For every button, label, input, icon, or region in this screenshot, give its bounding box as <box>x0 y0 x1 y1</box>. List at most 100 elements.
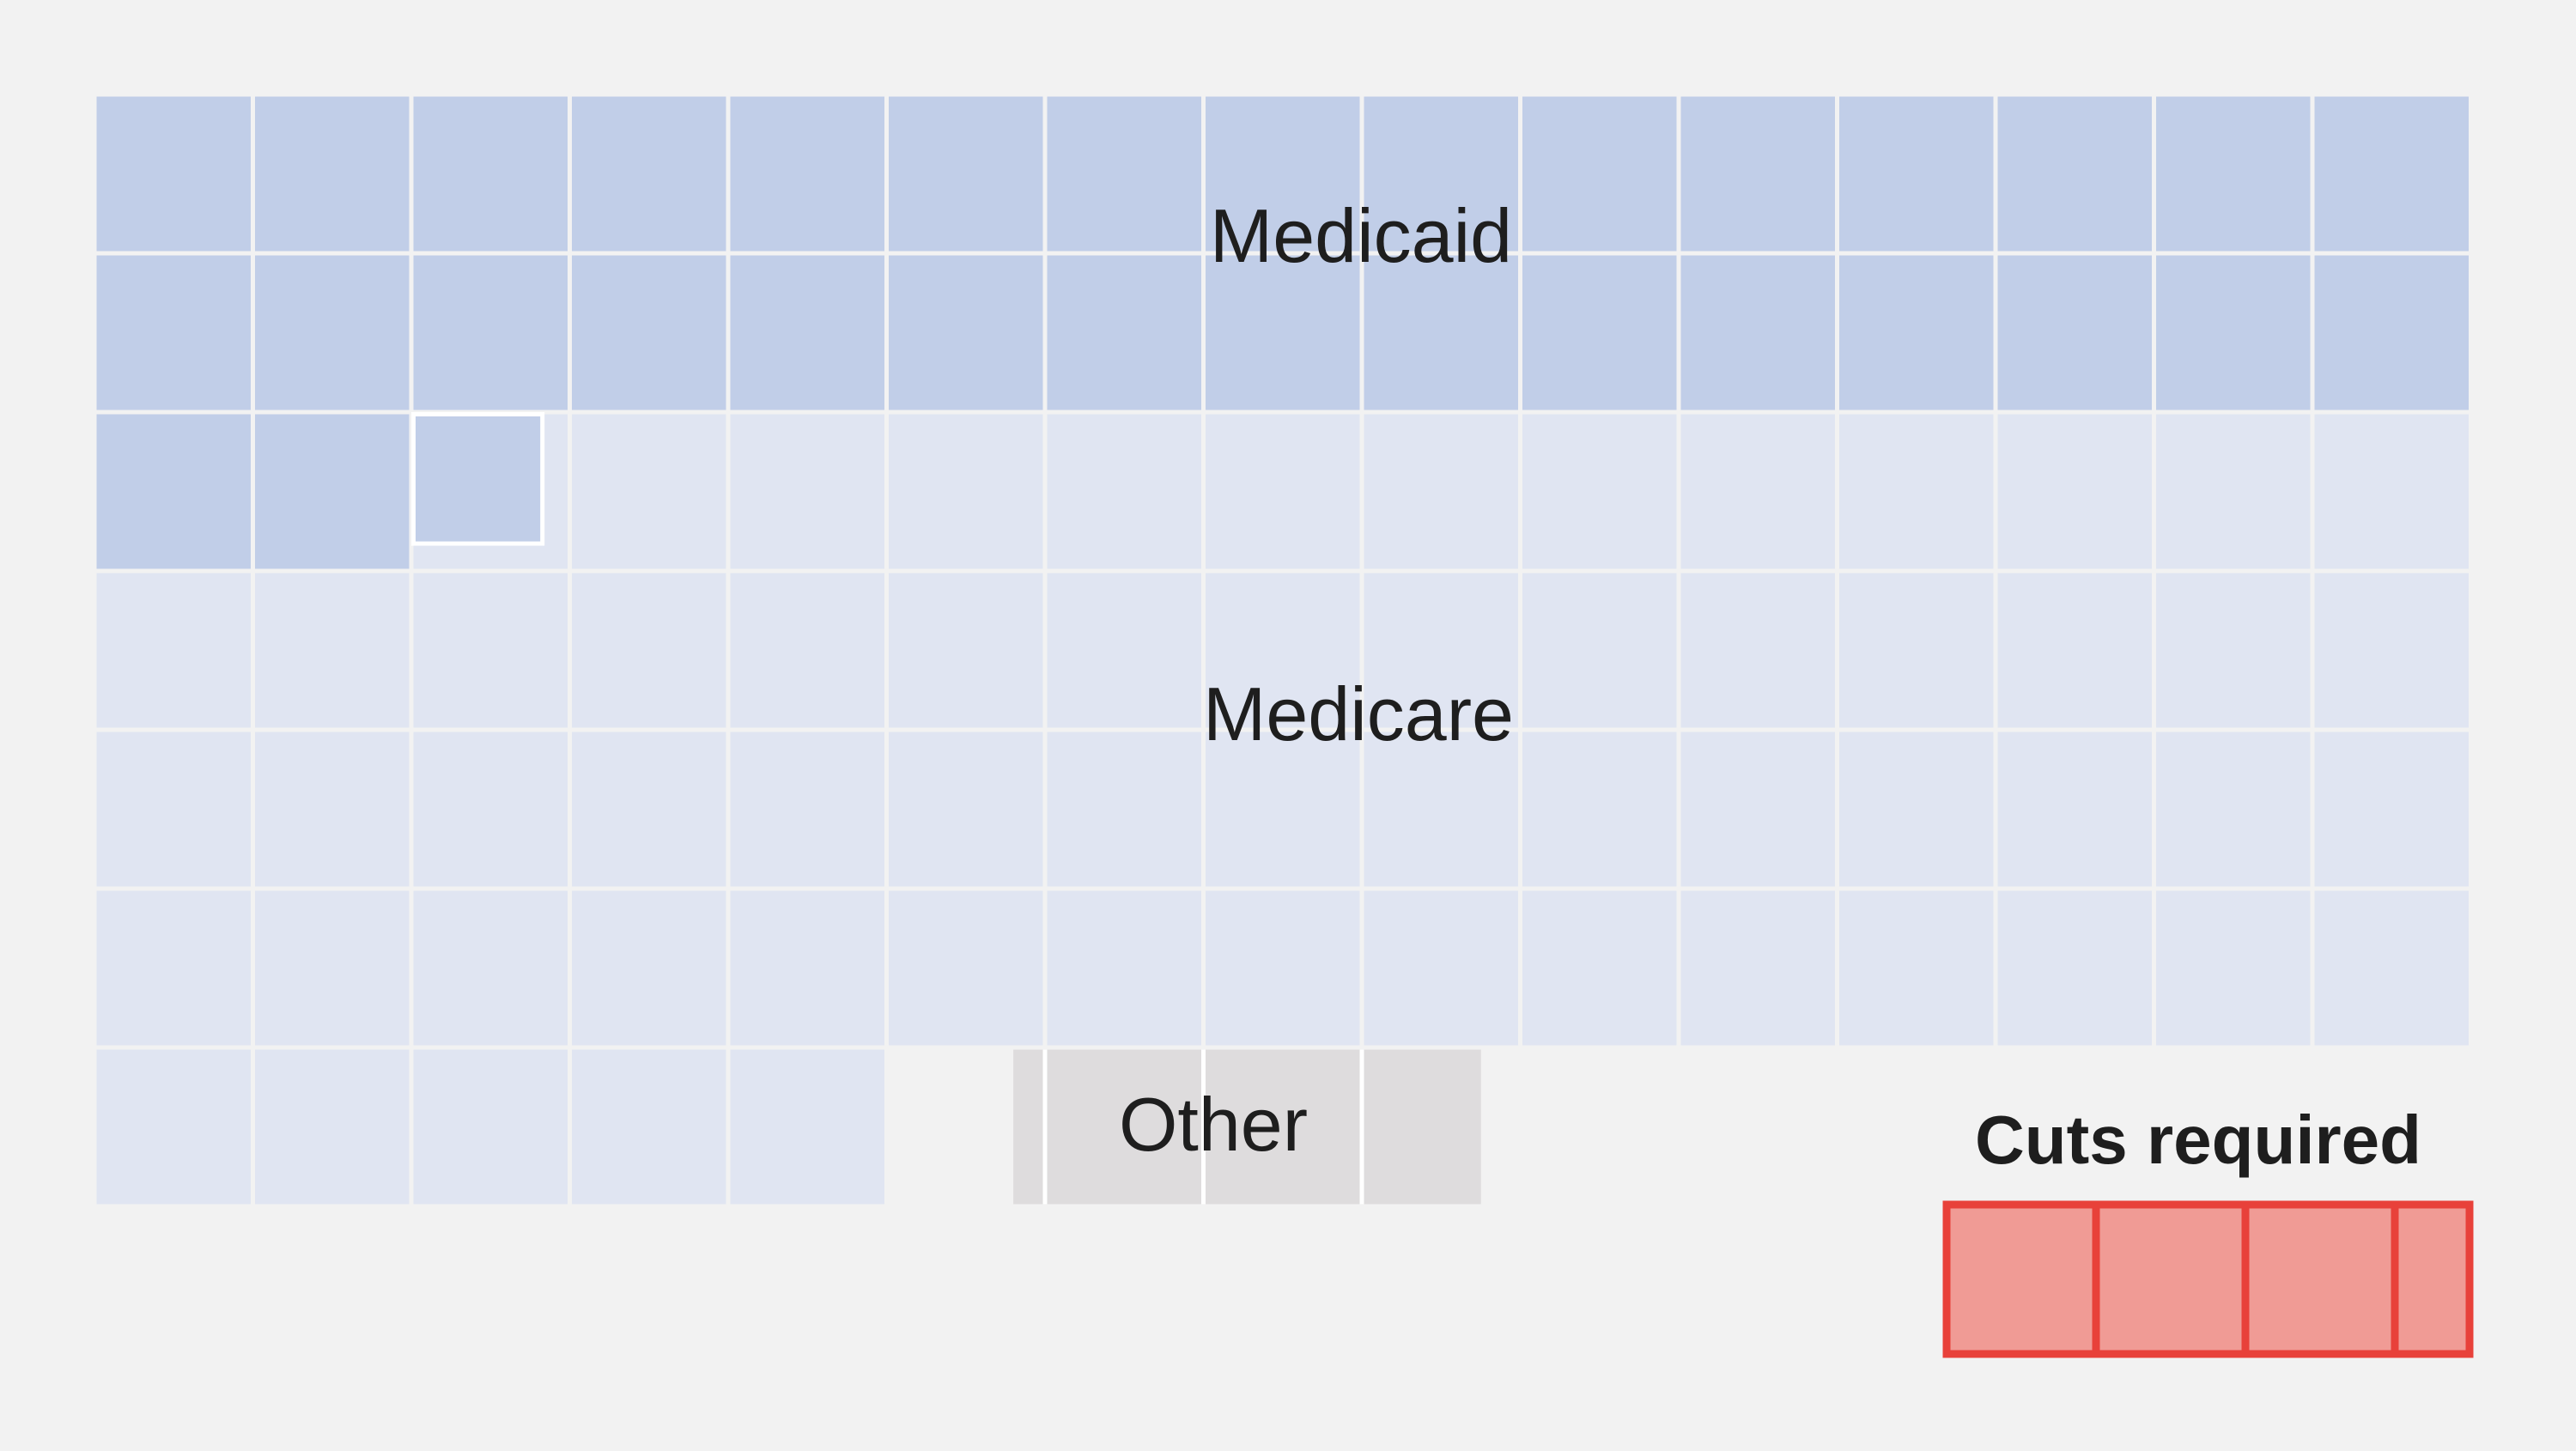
medicaid-cell <box>1680 255 1835 410</box>
medicare-cell <box>730 1049 884 1205</box>
medicare-cell <box>96 890 251 1046</box>
medicare-cell <box>889 732 1043 887</box>
medicare-cell <box>1680 573 1835 728</box>
medicare-cell <box>1839 732 1994 887</box>
medicaid-cell <box>1522 96 1677 252</box>
cuts-unit-partial <box>2391 1200 2474 1358</box>
medicaid-cell <box>572 96 726 252</box>
medicaid-cell <box>889 255 1043 410</box>
medicaid-cell <box>96 414 251 569</box>
medicaid-cell <box>730 96 884 252</box>
medicare-cell <box>2156 890 2311 1046</box>
medicare-cell <box>96 732 251 887</box>
medicaid-cell <box>1680 96 1835 252</box>
medicare-cell <box>413 890 568 1046</box>
cuts-unit <box>1942 1200 2100 1358</box>
medicaid-cell <box>1997 96 2152 252</box>
medicare-cell <box>1047 732 1201 887</box>
medicare-cell <box>1206 732 1360 887</box>
medicare-cell <box>1047 573 1201 728</box>
other-divider <box>1359 1049 1364 1205</box>
medicare-cell <box>1206 890 1360 1046</box>
medicare-cell <box>1680 732 1835 887</box>
medicare-cell <box>2156 732 2311 887</box>
medicare-cell <box>889 890 1043 1046</box>
medicare-cell <box>572 732 726 887</box>
medicare-cell <box>572 1049 726 1205</box>
medicare-cell <box>889 414 1043 569</box>
medicare-cell <box>1997 732 2152 887</box>
medicare-cell <box>572 890 726 1046</box>
medicaid-cell <box>1206 96 1360 252</box>
medicaid-cell <box>1522 255 1677 410</box>
medicare-cell <box>1364 414 1518 569</box>
medicare-cell <box>2314 573 2469 728</box>
medicare-cell <box>2314 732 2469 887</box>
medicare-cell <box>572 573 726 728</box>
medicaid-cell <box>1839 96 1994 252</box>
medicare-cell <box>1364 890 1518 1046</box>
medicare-cell <box>1364 573 1518 728</box>
medicare-cell <box>1997 890 2152 1046</box>
medicaid-partial-cell <box>411 412 545 546</box>
medicare-cell <box>1206 573 1360 728</box>
medicare-cell <box>96 573 251 728</box>
medicaid-cell <box>96 255 251 410</box>
cuts-unit <box>2092 1200 2250 1358</box>
medicaid-cell <box>1997 255 2152 410</box>
medicare-cell <box>96 1049 251 1205</box>
medicaid-cell <box>2314 96 2469 252</box>
medicare-cell <box>1206 414 1360 569</box>
medicare-cell <box>572 414 726 569</box>
medicaid-cell <box>1206 255 1360 410</box>
medicaid-cell <box>1047 96 1201 252</box>
medicare-cell <box>1047 414 1201 569</box>
medicaid-cell <box>255 96 410 252</box>
medicare-cell <box>413 573 568 728</box>
medicaid-label: Medicaid <box>1210 193 1512 278</box>
other-region <box>1013 1049 1481 1205</box>
medicaid-cell <box>1839 255 1994 410</box>
medicaid-cell <box>413 96 568 252</box>
medicare-cell <box>730 732 884 887</box>
medicaid-cell <box>255 414 410 569</box>
other-divider <box>1201 1049 1206 1205</box>
medicare-cell <box>1364 732 1518 887</box>
medicaid-cell <box>1364 255 1518 410</box>
medicare-cell <box>2314 890 2469 1046</box>
medicare-cell <box>255 732 410 887</box>
medicare-cell <box>255 573 410 728</box>
other-block <box>1013 1049 1481 1205</box>
medicare-cell <box>1997 414 2152 569</box>
medicaid-cell <box>889 96 1043 252</box>
medicaid-cell <box>2314 255 2469 410</box>
medicare-cell <box>1680 890 1835 1046</box>
medicare-cell <box>1522 890 1677 1046</box>
medicare-cell <box>1839 414 1994 569</box>
medicare-cell <box>413 1049 568 1205</box>
cuts-unit <box>2241 1200 2399 1358</box>
other-label: Other <box>1119 1082 1308 1167</box>
medicaid-cell <box>2156 96 2311 252</box>
medicare-cell <box>1839 890 1994 1046</box>
medicare-cell <box>255 1049 410 1205</box>
other-divider <box>1042 1049 1048 1205</box>
waffle-cells <box>96 96 2469 1205</box>
medicare-cell <box>1522 414 1677 569</box>
medicare-cell <box>2156 414 2311 569</box>
medicare-label: Medicare <box>1203 671 1514 756</box>
medicare-cell <box>1047 890 1201 1046</box>
medicare-cell <box>1839 573 1994 728</box>
medicaid-cell <box>255 255 410 410</box>
cuts-required-label: Cuts required <box>1975 1102 2421 1178</box>
medicare-cell <box>730 573 884 728</box>
medicaid-cell <box>2156 255 2311 410</box>
medicaid-cell <box>730 255 884 410</box>
medicare-cell <box>255 890 410 1046</box>
medicare-cell <box>1997 573 2152 728</box>
medicaid-cell <box>572 255 726 410</box>
medicare-cell <box>730 414 884 569</box>
medicare-cell <box>413 732 568 887</box>
medicaid-cell <box>1364 96 1518 252</box>
